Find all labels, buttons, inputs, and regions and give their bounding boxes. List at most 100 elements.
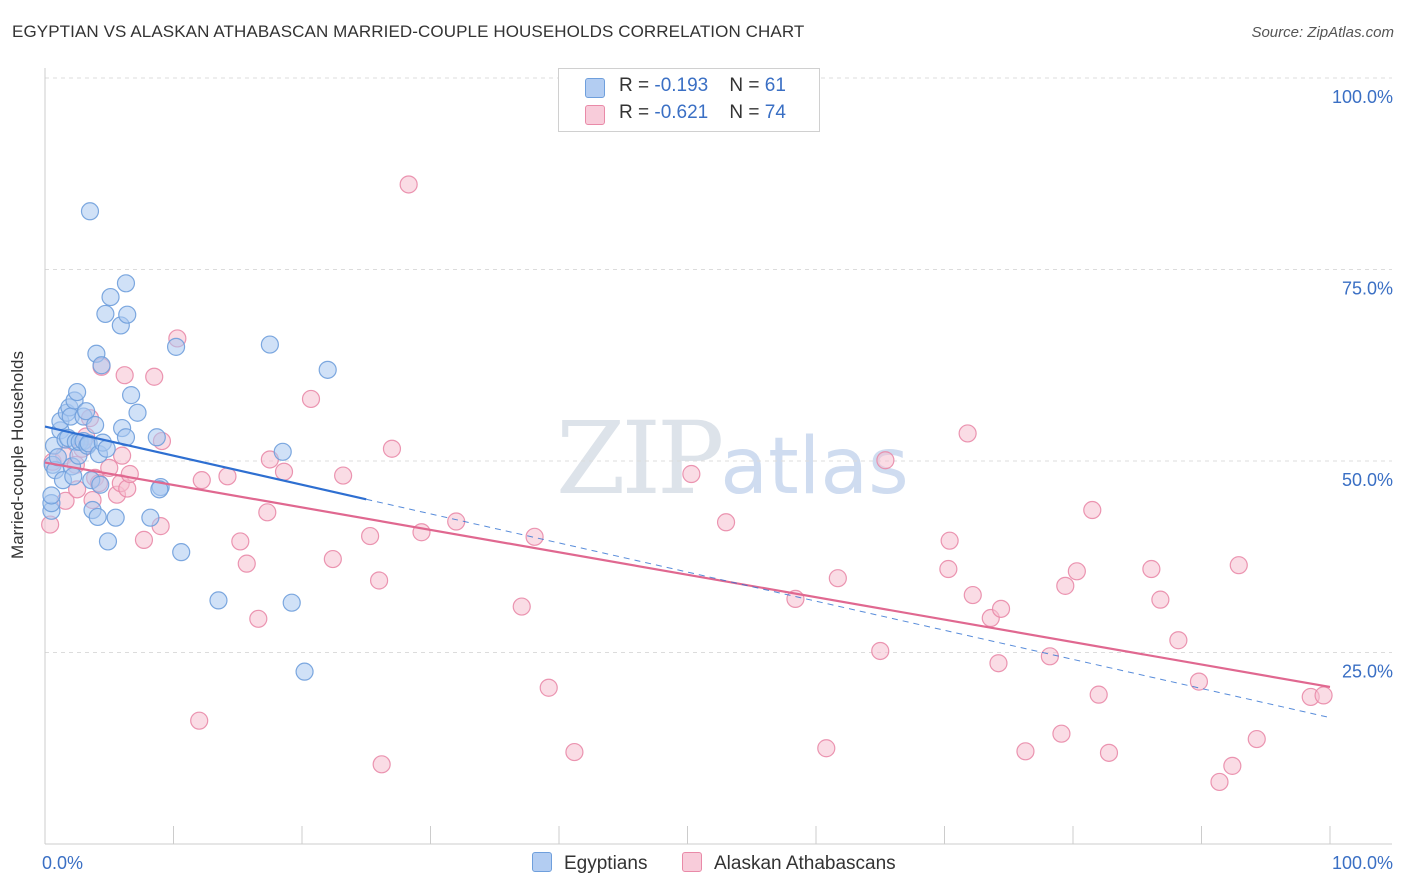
data-point-athabascan [361,526,380,546]
data-point-athabascan [218,467,237,486]
data-point-athabascan [1314,686,1333,705]
data-point-athabascan [120,464,139,484]
legend-swatch-athabascans-bottom [682,852,702,872]
data-point-athabascan [447,512,466,531]
data-point-athabascan [372,755,391,774]
chart-title: EGYPTIAN VS ALASKAN ATHABASCAN MARRIED-C… [12,22,805,41]
data-point-athabascan [539,678,558,697]
data-point-egyptian [141,508,160,527]
data-point-athabascan [1189,672,1209,691]
data-point-athabascan [249,609,268,628]
data-point-athabascan [382,439,402,458]
x-tick-label: 0.0% [42,853,83,873]
data-point-athabascan [334,466,353,485]
data-point-egyptian [318,360,337,379]
data-point-athabascan [399,175,418,194]
data-point-egyptian [118,305,137,324]
legend-n-value: 74 [764,102,786,123]
data-point-athabascan [1056,576,1075,595]
data-point-egyptian [68,382,87,402]
data-point-athabascan [112,446,132,465]
data-point-egyptian [42,486,61,505]
data-point-egyptian [166,337,186,356]
legend-r-label: R = [619,75,655,96]
data-point-athabascan [817,739,836,758]
trendline-egyptian-extension [366,498,1331,719]
data-point-athabascan [939,559,958,579]
watermark: ZIPatlas [556,400,909,517]
data-point-athabascan [301,389,321,409]
data-point-egyptian [86,415,105,435]
data-point-egyptian [91,475,110,494]
data-point-athabascan [1142,559,1161,579]
data-point-athabascan [991,599,1011,618]
data-point-athabascan [876,451,895,470]
data-point-athabascan [871,641,890,661]
correlation-legend: R = -0.193 N = 61 R = -0.621 N = 74 [558,68,820,132]
data-point-athabascan [1040,647,1059,666]
data-point-athabascan [1016,742,1035,761]
data-point-athabascan [1052,724,1071,743]
data-point-egyptian [273,442,292,461]
legend-r-value: -0.193 [654,75,709,96]
data-point-egyptian [106,508,125,527]
legend-stats-egyptians: R = -0.193 N = 61 [619,75,786,97]
data-point-egyptian [116,274,136,293]
data-point-athabascan [512,597,531,616]
data-point-athabascan [1210,772,1229,792]
data-point-egyptian [98,532,118,551]
legend-label-egyptians: Egyptians [564,853,648,874]
legend-swatch-athabascans [585,105,605,125]
legend-stats-athabascans: R = -0.621 N = 74 [619,102,786,124]
data-point-athabascan [963,585,982,605]
data-point-athabascan [828,569,847,588]
data-point-egyptian [121,386,141,405]
data-point-athabascan [258,503,277,522]
data-point-athabascan [1089,685,1108,704]
y-tick-label: 100.0% [1332,87,1393,107]
data-point-athabascan [1169,631,1188,650]
data-point-athabascan [989,654,1008,673]
legend-n-value: 61 [764,75,786,96]
data-point-athabascan [323,549,342,569]
data-point-athabascan [1151,590,1170,609]
data-point-egyptian [147,428,166,447]
y-tick-label: 75.0% [1342,279,1393,299]
data-point-egyptian [150,480,169,499]
x-tick-label: 100.0% [1332,853,1393,873]
data-point-egyptian [128,403,147,422]
data-point-egyptian [77,402,96,421]
data-point-athabascan [115,366,134,385]
data-point-egyptian [80,202,100,221]
data-point-athabascan [940,531,959,550]
data-point-athabascan [1229,556,1248,575]
legend-item-athabascans: Alaskan Athabascans [682,852,896,875]
data-point-egyptian [64,467,83,486]
data-point-athabascan [1099,743,1119,762]
y-tick-label: 50.0% [1342,470,1393,490]
legend-item-egyptians: Egyptians [532,852,647,875]
data-point-egyptian [96,304,115,324]
watermark-zip: ZIP [556,400,724,517]
data-point-athabascan [525,527,544,546]
data-point-egyptian [92,356,111,375]
trendline-egyptian [44,425,367,501]
data-point-athabascan [1067,562,1086,581]
data-point-athabascan [1223,756,1242,775]
data-point-athabascan [134,530,154,549]
data-point-athabascan [1247,729,1266,749]
data-point-athabascan [237,554,256,573]
data-point-egyptian [88,507,107,527]
legend-r-label: R = [619,102,655,123]
legend-label-athabascans: Alaskan Athabascans [714,853,896,874]
legend-n-label: N = [729,75,765,96]
data-point-athabascan [1083,500,1102,520]
data-point-athabascan [145,367,164,386]
watermark-atlas: atlas [720,422,909,512]
data-point-egyptian [209,591,228,610]
data-point-athabascan [716,513,736,532]
data-point-egyptian [101,287,120,307]
data-point-athabascan [192,471,211,490]
trendline-athabascan [44,461,1331,689]
